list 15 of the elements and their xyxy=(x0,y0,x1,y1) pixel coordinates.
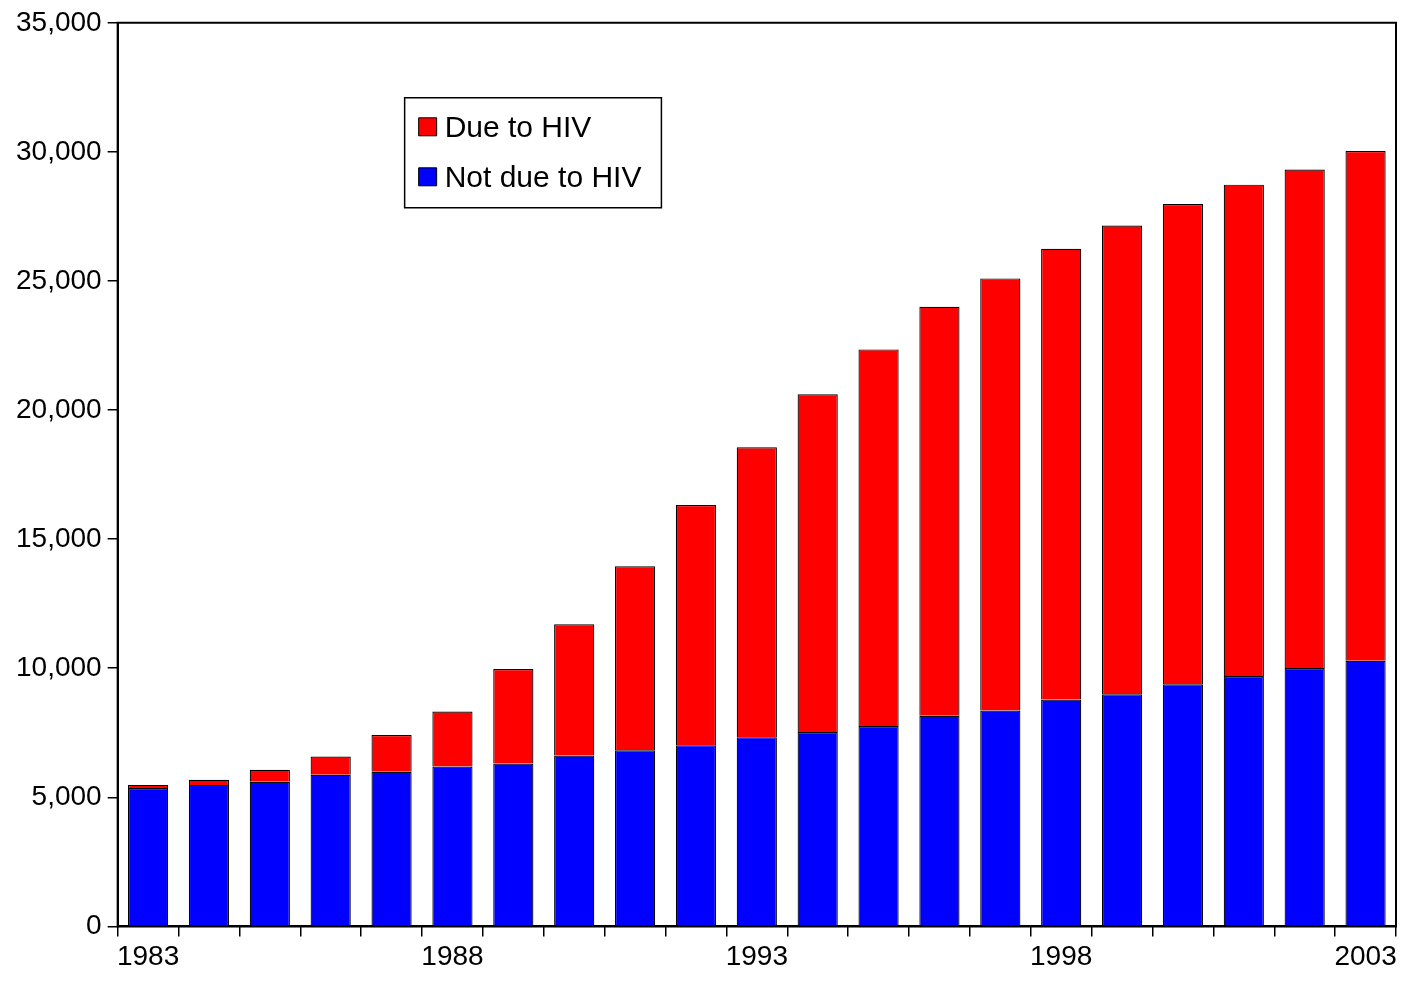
x-tick-label: 1983 xyxy=(116,939,180,971)
y-tick-label: 10,000 xyxy=(16,650,102,682)
y-tick-label: 5,000 xyxy=(31,780,102,812)
legend-label: Not due to HIV xyxy=(444,160,642,194)
y-tick-label: 25,000 xyxy=(16,263,102,295)
legend-label: Due to HIV xyxy=(444,110,592,144)
y-tick-label: 35,000 xyxy=(16,5,102,37)
y-tick-label: 15,000 xyxy=(16,521,102,553)
x-tick-label: 1988 xyxy=(421,939,484,971)
x-tick-label: 2003 xyxy=(1334,939,1397,971)
y-tick-label: 0 xyxy=(86,909,102,941)
y-tick-label: 30,000 xyxy=(16,134,102,166)
x-tick-label: 1998 xyxy=(1030,939,1093,971)
y-tick-label: 20,000 xyxy=(16,392,102,424)
x-tick-label: 1993 xyxy=(725,939,788,971)
